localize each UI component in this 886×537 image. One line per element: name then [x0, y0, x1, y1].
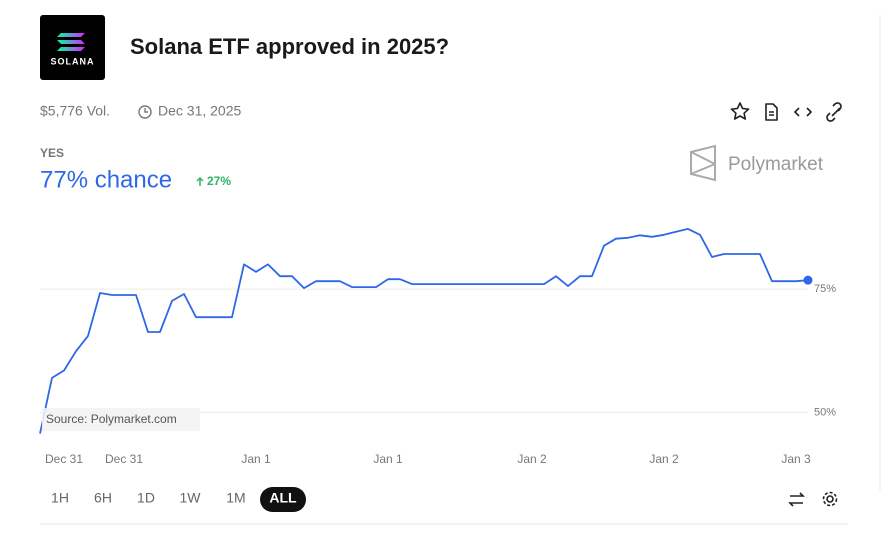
x-tick-label: Jan 2 [517, 452, 547, 466]
x-tick-label: Dec 31 [105, 452, 143, 466]
link-icon[interactable] [826, 102, 842, 122]
plot: 50% 75% Dec 31 Dec 31 Jan 1 Jan 1 Jan 2 Jan 2 Ja… [39, 228, 836, 466]
range-button[interactable]: 1H [51, 490, 69, 506]
star-icon[interactable] [730, 102, 750, 120]
end-date: Dec 31, 2025 [158, 103, 241, 119]
logo-mark [57, 33, 85, 51]
range-button[interactable]: 1W [180, 490, 202, 506]
range-button[interactable]: 1D [137, 490, 155, 506]
x-tick-label: Dec 31 [45, 452, 83, 466]
last-point [803, 275, 813, 285]
clock-icon [138, 105, 152, 119]
logo-text: SOLANA [51, 56, 95, 66]
document-icon[interactable] [765, 103, 778, 121]
source: Source: Polymarket.com [46, 412, 177, 426]
outcome-label: YES [40, 146, 64, 160]
x-tick-label: Jan 3 [781, 452, 811, 466]
settings-icon[interactable] [822, 491, 838, 507]
range-pill [260, 487, 306, 512]
range-button[interactable]: 1M [226, 490, 245, 506]
chance: 77% chance [40, 166, 172, 193]
range-button[interactable]: ALL [269, 490, 297, 506]
y-tick-label: 75% [814, 283, 836, 295]
x-tick-label: Jan 1 [241, 452, 271, 466]
x-tick-label: Jan 1 [373, 452, 403, 466]
brand: Polymarket [728, 154, 824, 175]
brand-logo [690, 144, 716, 182]
up-arrow [196, 176, 204, 186]
price-line [39, 228, 809, 434]
title: Solana ETF approved in 2025? [130, 34, 449, 59]
y-tick-label: 50% [814, 406, 836, 418]
volume: $5,776 Vol. [40, 103, 110, 119]
x-tick-label: Jan 2 [649, 452, 679, 466]
swap-icon[interactable] [788, 492, 805, 507]
source-bg [42, 408, 200, 431]
change: 27% [207, 174, 231, 188]
embed-icon[interactable] [794, 107, 812, 117]
range-button[interactable]: 6H [94, 490, 112, 506]
time-ranges: 1H 6H 1D 1W 1M ALL [51, 487, 306, 512]
